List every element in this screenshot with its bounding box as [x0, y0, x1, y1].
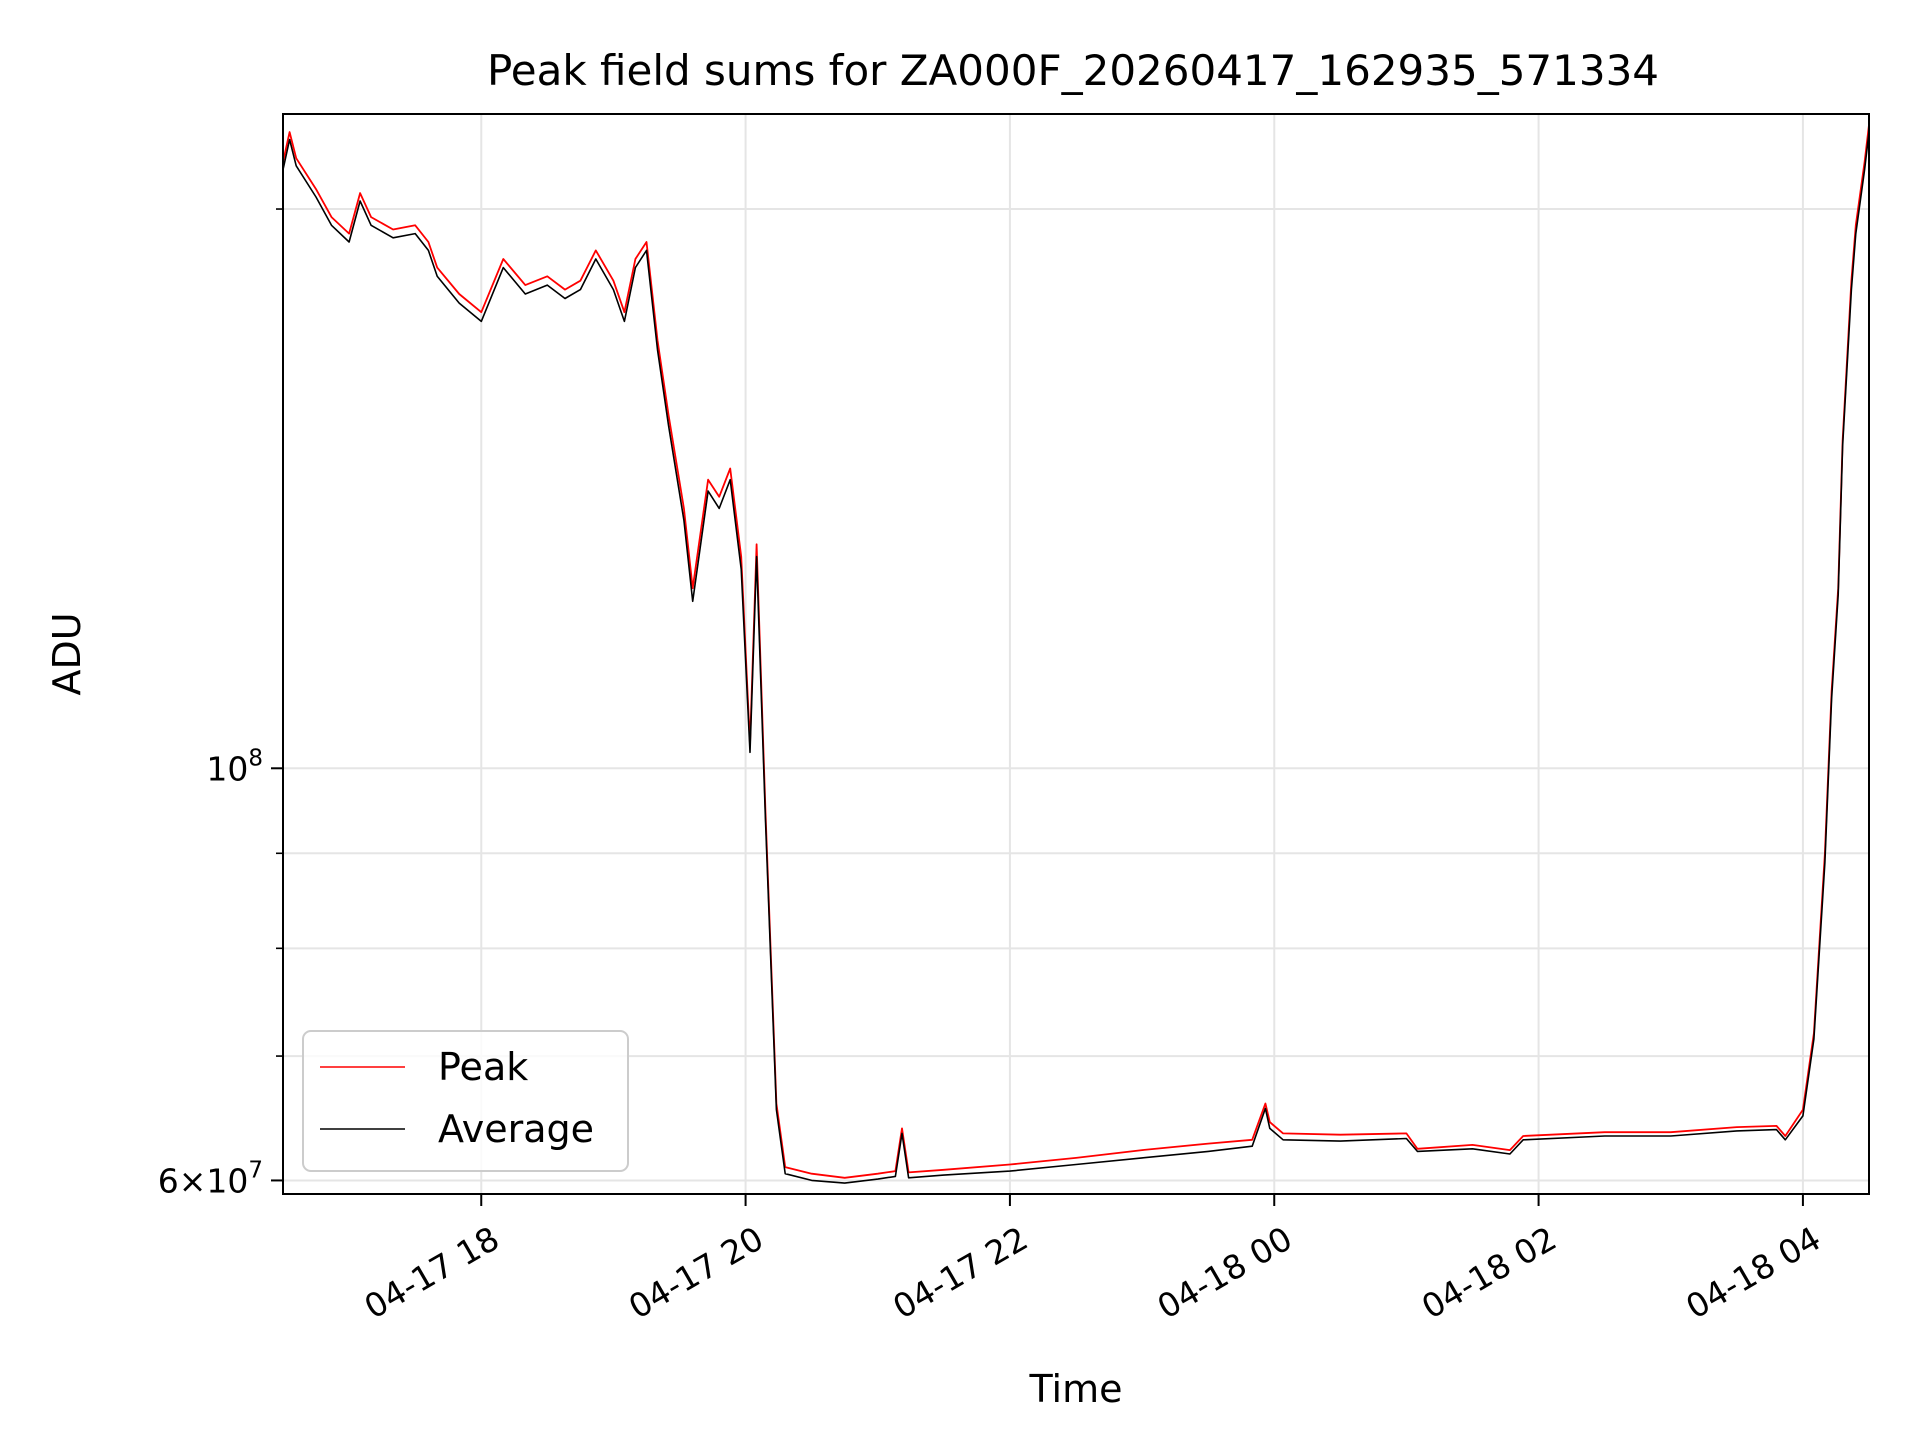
legend-label-average: Average	[438, 1107, 594, 1151]
series-layer	[283, 124, 1869, 1184]
plot-background	[283, 114, 1869, 1194]
chart-title: Peak field sums for ZA000F_20260417_1629…	[487, 46, 1659, 95]
y-tick-label: 6×107	[158, 1157, 263, 1200]
y-axis-ticks: 6×107 108	[158, 208, 283, 1200]
legend-box	[302, 1030, 629, 1172]
grid-lines	[283, 114, 1869, 1194]
legend-label-peak: Peak	[438, 1045, 528, 1089]
y-axis-label: ADU	[45, 612, 89, 695]
y-tick-label: 108	[206, 745, 263, 788]
legend: Peak Average	[302, 1030, 629, 1172]
plot-frame	[282, 113, 1870, 1195]
x-axis-label: Time	[1029, 1367, 1123, 1411]
series-line-average	[283, 132, 1869, 1184]
series-line-peak	[283, 124, 1869, 1179]
